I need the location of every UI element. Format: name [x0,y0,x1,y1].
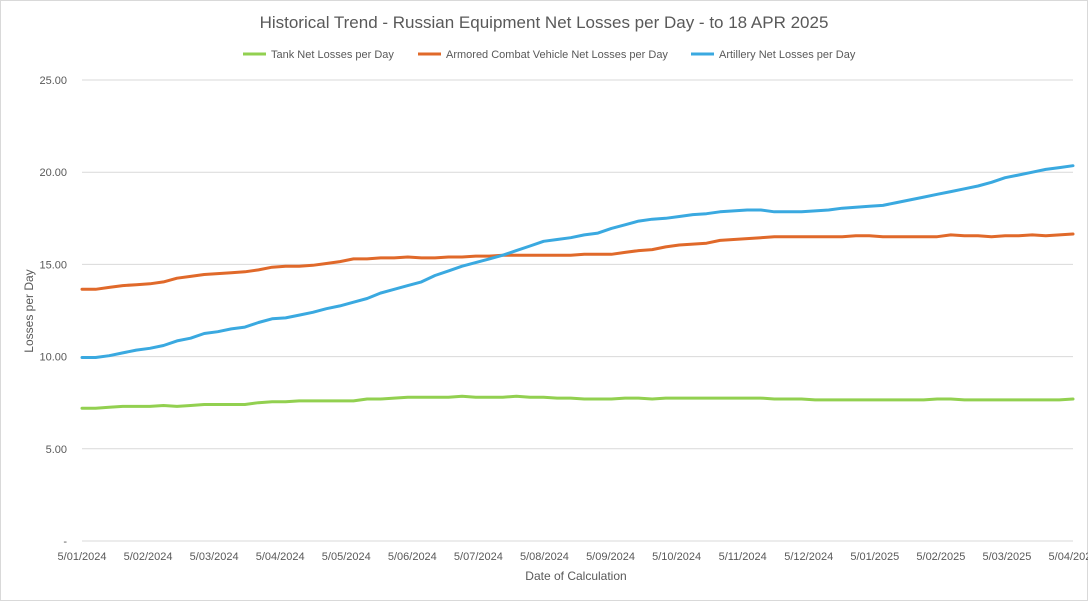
x-tick-label: 5/02/2024 [124,551,173,563]
x-tick-label: 5/04/2024 [256,551,305,563]
x-tick-label: 5/05/2024 [322,551,371,563]
series-line-0 [80,394,1075,410]
x-tick-label: 5/10/2024 [652,551,701,563]
x-tick-label: 5/11/2024 [719,551,767,563]
x-axis-title: Date of Calculation [525,569,626,583]
legend-label-2: Artillery Net Losses per Day [719,49,856,61]
y-axis-ticks: - 5.00 10.00 15.00 20.00 25.00 [39,75,67,548]
series-lines [80,164,1075,410]
x-axis-ticks: 5/01/2024 5/02/2024 5/03/2024 5/04/2024 5/05… [58,551,1088,563]
x-tick-label: 5/09/2024 [586,551,635,563]
x-tick-label: 5/01/2025 [850,551,899,563]
x-tick-label: 5/03/2024 [190,551,239,563]
y-tick-label: - [63,536,67,548]
series-line-2 [80,164,1075,359]
legend-label-0: Tank Net Losses per Day [271,49,394,61]
y-tick-label: 5.00 [46,444,67,456]
x-tick-label: 5/12/2024 [784,551,833,563]
y-tick-label: 25.00 [39,75,67,87]
y-tick-label: 10.00 [39,352,67,364]
y-tick-label: 20.00 [39,167,67,179]
x-tick-label: 5/06/2024 [388,551,437,563]
series-line-1 [80,232,1075,291]
chart-title: Historical Trend - Russian Equipment Net… [260,13,829,32]
gridlines [82,79,1073,542]
x-tick-label: 5/07/2024 [454,551,503,563]
y-tick-label: 15.00 [39,259,67,271]
legend: Tank Net Losses per Day Armored Combat Ve… [243,49,856,61]
x-tick-label: 5/08/2024 [520,551,569,563]
x-tick-label: 5/02/2025 [916,551,965,563]
x-tick-label: 5/01/2024 [58,551,107,563]
y-axis-title: Losses per Day [22,269,36,352]
x-tick-label: 5/03/2025 [982,551,1031,563]
legend-label-1: Armored Combat Vehicle Net Losses per Da… [446,49,668,61]
x-tick-label: 5/04/2025 [1049,551,1088,563]
